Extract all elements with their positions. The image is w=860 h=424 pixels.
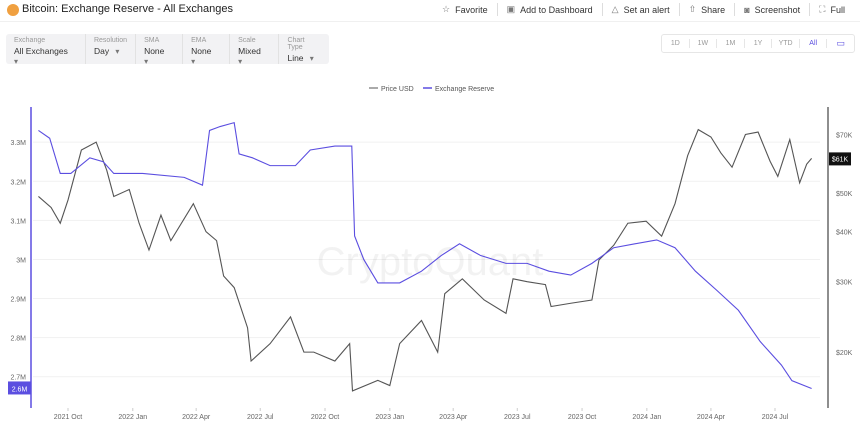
filter-label: Resolution — [93, 37, 128, 44]
x-tick-label: 2021 Oct — [54, 414, 82, 421]
header-bar: Bitcoin: Exchange Reserve - All Exchange… — [0, 0, 860, 22]
legend-price-label: Price USD — [381, 86, 414, 93]
x-tick-label: 2023 Jan — [375, 414, 404, 421]
share-button[interactable]: ⇧ Share — [678, 3, 735, 16]
x-tick-label: 2024 Jul — [762, 414, 789, 421]
fullscreen-label: Full — [830, 4, 845, 15]
add-to-dashboard-label: Add to Dashboard — [520, 4, 593, 15]
filter-label: Chart Type — [287, 37, 305, 51]
share-label: Share — [701, 4, 726, 15]
range-1y[interactable]: 1Y — [743, 39, 772, 48]
dashboard-icon: ▣ — [506, 4, 516, 14]
screenshot-button[interactable]: ◙ Screenshot — [734, 3, 809, 16]
price-current-value: $61K — [832, 156, 849, 163]
filter-value: All Exchanges — [14, 46, 77, 66]
left-tick-label: 3M — [16, 257, 26, 264]
header-actions: ☆ Favorite ▣ Add to Dashboard △ Set an aler… — [433, 3, 854, 16]
x-tick-label: 2022 Jan — [118, 414, 147, 421]
filter-value: Line — [287, 53, 321, 63]
chart-type-select[interactable]: Chart Type Line — [278, 34, 329, 64]
left-tick-label: 3.1M — [10, 218, 26, 225]
page-title: Bitcoin: Exchange Reserve - All Exchange… — [22, 3, 233, 15]
add-to-dashboard-button[interactable]: ▣ Add to Dashboard — [496, 3, 602, 16]
filter-value: Day — [94, 46, 127, 56]
favorite-button[interactable]: ☆ Favorite — [433, 3, 497, 16]
legend-reserve-label: Exchange Reserve — [435, 86, 494, 93]
range-selector: 1D 1W 1M 1Y YTD All ▭ — [661, 34, 855, 53]
filter-bar: Exchange All Exchanges Resolution Day SMA N… — [6, 34, 329, 64]
share-icon: ⇧ — [688, 4, 697, 14]
right-tick-label: $50K — [836, 191, 853, 198]
sma-select[interactable]: SMA None — [135, 34, 182, 64]
x-tick-label: 2022 Oct — [311, 414, 339, 421]
set-alert-label: Set an alert — [623, 4, 670, 15]
reserve-current-badge — [8, 381, 31, 395]
x-tick-label: 2023 Jul — [504, 414, 531, 421]
left-tick-label: 3.3M — [10, 140, 26, 147]
right-tick-label: $70K — [836, 132, 853, 139]
exchange-reserve-line — [38, 121, 812, 389]
filter-label: Scale — [238, 37, 256, 44]
filter-label: EMA — [191, 37, 207, 44]
right-tick-label: $40K — [836, 230, 853, 237]
filter-label: Exchange — [14, 37, 46, 44]
filter-value: Mixed — [238, 46, 270, 66]
watermark: CryptoQuant — [317, 240, 544, 284]
resolution-select[interactable]: Resolution Day — [84, 34, 135, 64]
x-tick-label: 2022 Jul — [247, 414, 274, 421]
price-current-badge — [829, 152, 851, 166]
favorite-label: Favorite — [455, 4, 488, 15]
left-tick-label: 3.2M — [10, 179, 26, 186]
ema-select[interactable]: EMA None — [182, 34, 229, 64]
filter-value: None — [191, 46, 221, 66]
range-ytd[interactable]: YTD — [771, 39, 799, 48]
camera-icon: ◙ — [744, 4, 750, 15]
set-alert-button[interactable]: △ Set an alert — [601, 3, 679, 16]
reserve-current-value: 2.6M — [12, 386, 28, 393]
x-tick-label: 2022 Apr — [182, 414, 211, 421]
price-usd-line — [38, 128, 813, 392]
left-tick-label: 2.8M — [10, 336, 26, 343]
left-tick-label: 2.7M — [10, 375, 26, 382]
star-icon: ☆ — [442, 4, 451, 14]
range-1d[interactable]: 1D — [670, 40, 680, 47]
fullscreen-button[interactable]: ⛶ Full — [809, 3, 854, 16]
range-1m[interactable]: 1M — [716, 39, 744, 48]
range-all[interactable]: All — [798, 39, 827, 48]
fullscreen-icon: ⛶ — [819, 4, 826, 14]
range-1w[interactable]: 1W — [688, 39, 717, 48]
exchange-select[interactable]: Exchange All Exchanges — [6, 34, 85, 64]
bell-icon: △ — [611, 4, 619, 14]
filter-value: None — [144, 46, 174, 66]
bitcoin-logo-icon — [7, 4, 19, 16]
x-tick-label: 2023 Oct — [568, 414, 596, 421]
x-tick-label: 2024 Apr — [697, 414, 726, 421]
scale-select[interactable]: Scale Mixed — [229, 34, 278, 64]
x-tick-label: 2024 Jan — [632, 414, 661, 421]
right-tick-label: $20K — [836, 350, 853, 357]
screenshot-label: Screenshot — [754, 4, 801, 15]
left-tick-label: 2.9M — [10, 297, 26, 304]
right-tick-label: $30K — [836, 280, 853, 287]
filter-label: SMA — [144, 37, 160, 44]
calendar-icon[interactable]: ▭ — [826, 39, 854, 48]
x-tick-label: 2023 Apr — [439, 414, 468, 421]
